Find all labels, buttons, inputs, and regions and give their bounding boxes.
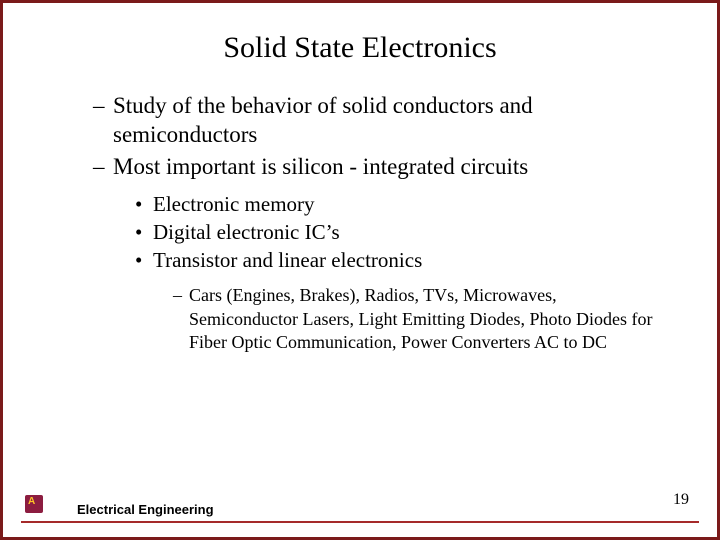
list-item: Digital electronic IC’s <box>135 219 657 247</box>
bullet-list-level3: Cars (Engines, Brakes), Radios, TVs, Mic… <box>173 284 657 353</box>
footer-divider <box>21 521 699 523</box>
list-item: Study of the behavior of solid conductor… <box>93 91 657 150</box>
list-item: Most important is silicon - integrated c… <box>93 152 657 181</box>
logo-glyph-icon: A <box>28 497 35 507</box>
slide-footer: A Electrical Engineering <box>3 489 717 523</box>
logo-mark: A <box>25 495 43 513</box>
asu-logo: A <box>25 495 69 519</box>
slide-frame: Solid State Electronics Study of the beh… <box>0 0 720 540</box>
list-item: Cars (Engines, Brakes), Radios, TVs, Mic… <box>173 284 657 353</box>
bullet-list-level1: Study of the behavior of solid conductor… <box>93 91 657 181</box>
slide-content: Study of the behavior of solid conductor… <box>3 91 717 354</box>
footer-department-label: Electrical Engineering <box>77 502 214 517</box>
slide-title: Solid State Electronics <box>3 31 717 65</box>
list-item: Electronic memory <box>135 191 657 219</box>
list-item: Transistor and linear electronics <box>135 247 657 275</box>
bullet-list-level2: Electronic memory Digital electronic IC’… <box>135 191 657 274</box>
